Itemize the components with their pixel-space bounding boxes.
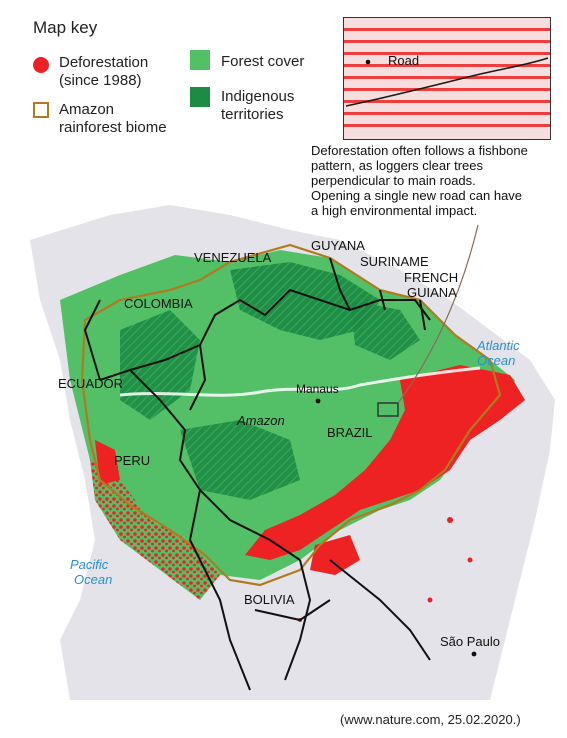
- label-guyana: GUYANA: [311, 238, 365, 253]
- key-deforestation: Deforestation (since 1988): [59, 54, 149, 89]
- manaus-dot: [315, 398, 321, 404]
- biome-outline: [80, 243, 502, 587]
- label-atlantic-ocean: Atlantic Ocean: [477, 338, 520, 368]
- key-indigenous: Indigenous territories: [221, 88, 295, 123]
- inset-locator: [377, 402, 399, 417]
- key-biome: Amazon rainforest biome: [59, 101, 167, 136]
- indigenous-territory-north: [230, 262, 380, 340]
- label-amazon: Amazon: [237, 413, 285, 428]
- country-borders: [83, 257, 431, 691]
- label-french-guiana: FRENCH GUIANA: [404, 270, 459, 300]
- label-pacific-ocean: Pacific Ocean: [70, 557, 113, 587]
- inset-caption: Deforestation often follows a fishbone p…: [311, 143, 528, 218]
- forest-square-icon: [190, 50, 210, 70]
- indigenous-territory-center: [180, 420, 300, 500]
- biome-outline-icon: [33, 102, 49, 118]
- label-brazil: BRAZIL: [327, 425, 373, 440]
- deforestation-patch-south: [310, 535, 360, 575]
- inset-road-label: Road: [388, 53, 420, 68]
- label-venezuela: VENEZUELA: [194, 250, 272, 265]
- key-forest: Forest cover: [221, 53, 305, 70]
- inset-graphic: [344, 18, 550, 139]
- deforestation-patch-peru: [95, 440, 120, 485]
- label-ecuador: ECUADOR: [58, 376, 124, 391]
- label-manaus: Manaus: [296, 382, 339, 396]
- label-colombia: COLOMBIA: [124, 296, 193, 311]
- indigenous-square-icon: [190, 87, 210, 107]
- label-suriname: SURINAME: [360, 254, 429, 269]
- label-bolivia: BOLIVIA: [244, 592, 295, 607]
- inset-road-line: [345, 57, 549, 107]
- deforestation-fringe: [90, 460, 220, 600]
- inset-pointer-line: [397, 224, 479, 404]
- label-peru: PERU: [114, 453, 151, 468]
- map-key-title: Map key: [33, 18, 98, 37]
- red-dot-icon: [33, 57, 49, 73]
- amazon-river: [119, 366, 481, 397]
- deforestation-arc: [245, 365, 525, 560]
- label-sao-paulo: São Paulo: [440, 634, 500, 649]
- indigenous-territory-east: [350, 300, 420, 360]
- source-citation: (www.nature.com, 25.02.2020.): [340, 712, 521, 727]
- sao-paulo-dot: [471, 651, 477, 657]
- fishbone-inset: [343, 17, 551, 140]
